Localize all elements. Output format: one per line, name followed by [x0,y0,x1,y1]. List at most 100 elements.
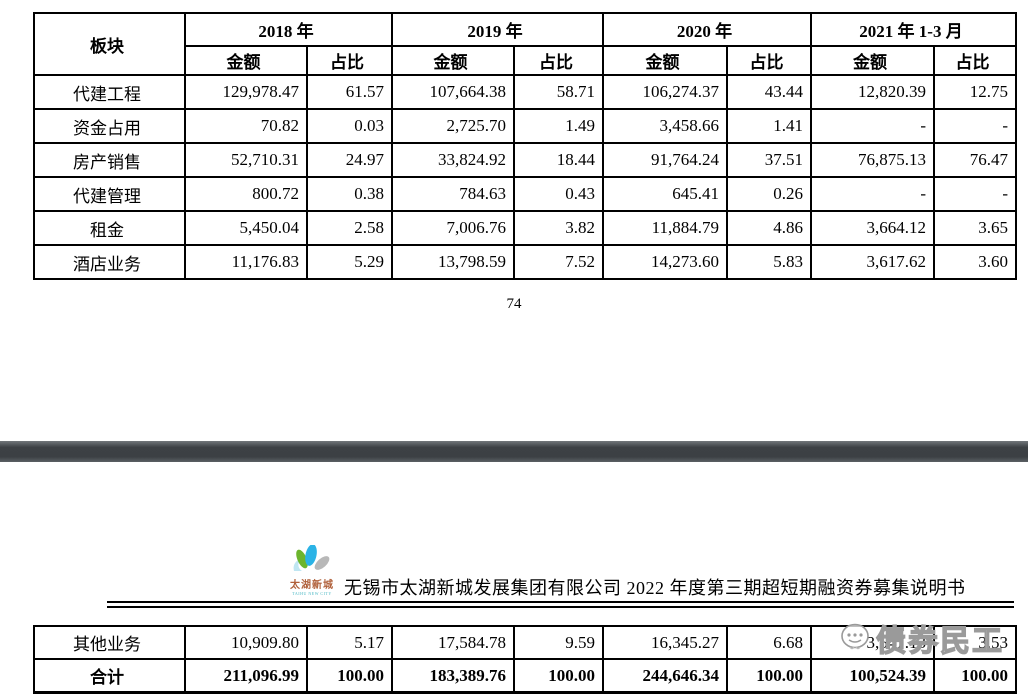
revenue-breakdown-table-continued: 其他业务 10,909.80 5.17 17,584.78 9.59 16,34… [33,625,1017,694]
row-label: 酒店业务 [33,244,186,280]
table-cell: 100.00 [306,658,393,694]
table-cell: - [932,108,1018,144]
table-cell: 2,725.70 [391,108,515,144]
table-cell: 3.82 [513,210,604,246]
table-cell: 91,764.24 [602,142,728,178]
table-cell: 10,909.80 [184,625,308,660]
table-cell: 0.26 [726,176,812,212]
table-cell: 3.53 [933,625,1017,660]
table-cell: 3,617.62 [810,244,935,280]
table-cell: 12,820.39 [810,74,935,110]
table-row-total: 合计 211,096.99 100.00 183,389.76 100.00 2… [33,658,1017,694]
table-cell: - [932,176,1018,212]
table-cell: 0.43 [513,176,604,212]
revenue-breakdown-table: 板块 2018 年 2019 年 2020 年 2021 年 1-3 月 金额 … [33,12,1018,280]
table-cell: 14,273.60 [602,244,728,280]
table-cell: 7,006.76 [391,210,515,246]
table-cell: 3,458.66 [602,108,728,144]
table-cell: 11,884.79 [602,210,728,246]
row-label: 房产销售 [33,142,186,178]
row-label: 租金 [33,210,186,246]
table-cell: 33,824.92 [391,142,515,178]
column-header-segment: 板块 [33,12,186,76]
table-cell: 211,096.99 [184,658,308,694]
table-cell: 37.51 [726,142,812,178]
row-label: 其他业务 [33,625,186,660]
table-cell: 0.03 [306,108,393,144]
column-header-year-2021q1: 2021 年 1-3 月 [809,12,1018,47]
table-cell: 13,798.59 [391,244,515,280]
table-cell: 11,176.83 [184,244,308,280]
table-cell: 3.60 [932,244,1018,280]
subheader-ratio: 占比 [513,45,604,76]
table-cell: 784.63 [391,176,515,212]
subheader-amount: 金额 [810,45,935,76]
table-row-hotel-business: 酒店业务 11,176.83 5.29 13,798.59 7.52 14,27… [33,244,1018,280]
subheader-amount: 金额 [184,45,308,76]
table-cell: 645.41 [602,176,728,212]
table-cell: 800.72 [184,176,308,212]
table-cell: 52,710.31 [184,142,308,178]
table-cell: 61.57 [306,74,393,110]
page-number: 74 [506,296,522,312]
subheader-ratio: 占比 [306,45,393,76]
table-cell: 9.59 [513,625,604,660]
table-cell: 244,646.34 [602,658,728,694]
company-logo: 太湖新城 TAIHU NEW CITY [283,544,341,596]
table-cell: 100.00 [933,658,1017,694]
table-cell: 129,978.47 [184,74,308,110]
table-cell: 7.52 [513,244,604,280]
title-double-rule [107,601,1014,608]
subheader-ratio: 占比 [932,45,1018,76]
table-cell: 0.38 [306,176,393,212]
table-cell: 6.68 [726,625,812,660]
table-cell: 3,547.13 [810,625,935,660]
table-cell: - [810,176,935,212]
table-cell: 16,345.27 [602,625,728,660]
table-cell: 100,524.39 [810,658,935,694]
table-cell: 3.65 [932,210,1018,246]
row-label: 资金占用 [33,108,186,144]
column-header-year-2019: 2019 年 [391,12,604,47]
logo-chinese-text: 太湖新城 [290,580,334,591]
subheader-amount: 金额 [602,45,728,76]
subheader-ratio: 占比 [726,45,812,76]
table-cell: 70.82 [184,108,308,144]
table-cell: 1.41 [726,108,812,144]
table-cell: 76.47 [932,142,1018,178]
table-cell: 4.86 [726,210,812,246]
table-cell: 183,389.76 [391,658,515,694]
table-cell: 17,584.78 [391,625,515,660]
table-cell: 3,664.12 [810,210,935,246]
document-title: 无锡市太湖新城发展集团有限公司 2022 年度第三期超短期融资券募集说明书 [344,578,966,598]
table-cell: 76,875.13 [810,142,935,178]
table-cell: 18.44 [513,142,604,178]
table-row-construction-management: 代建管理 800.72 0.38 784.63 0.43 645.41 0.26… [33,176,1018,212]
table-cell: 5.17 [306,625,393,660]
table-cell: 58.71 [513,74,604,110]
table-cell: 106,274.37 [602,74,728,110]
table-row-rent: 租金 5,450.04 2.58 7,006.76 3.82 11,884.79… [33,210,1018,246]
table-row-property-sales: 房产销售 52,710.31 24.97 33,824.92 18.44 91,… [33,142,1018,178]
table-row-other-business: 其他业务 10,909.80 5.17 17,584.78 9.59 16,34… [33,625,1017,660]
table-cell: 100.00 [513,658,604,694]
table-cell: 12.75 [932,74,1018,110]
table-cell: 43.44 [726,74,812,110]
row-label-total: 合计 [33,658,186,694]
table-row-construction: 代建工程 129,978.47 61.57 107,664.38 58.71 1… [33,74,1018,110]
table-cell: 5.83 [726,244,812,280]
page-separator-band [0,441,1028,462]
logo-english-text: TAIHU NEW CITY [292,591,332,596]
column-header-year-2018: 2018 年 [184,12,393,47]
table-cell: 24.97 [306,142,393,178]
table-cell: 107,664.38 [391,74,515,110]
row-label: 代建工程 [33,74,186,110]
table-cell: 5.29 [306,244,393,280]
taihu-new-city-logo-icon [293,544,330,571]
column-header-year-2020: 2020 年 [602,12,812,47]
table-row-capital-occupation: 资金占用 70.82 0.03 2,725.70 1.49 3,458.66 1… [33,108,1018,144]
table-cell: 100.00 [726,658,812,694]
table-cell: 1.49 [513,108,604,144]
row-label: 代建管理 [33,176,186,212]
table-cell: 2.58 [306,210,393,246]
